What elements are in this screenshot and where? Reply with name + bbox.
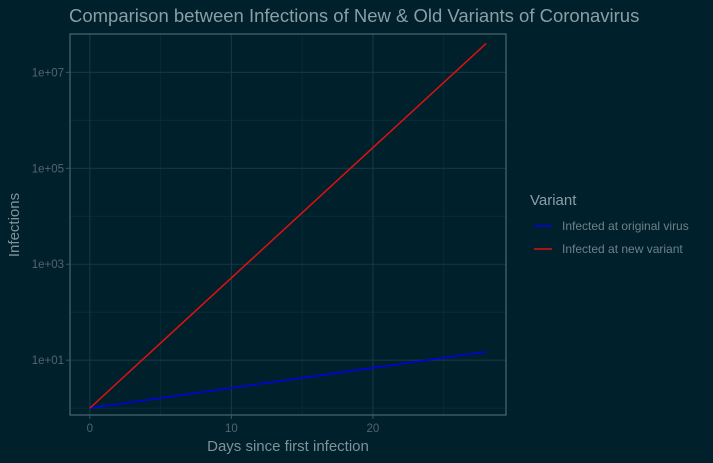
y-tick-label: 1e+05 — [32, 163, 64, 175]
panel-border — [69, 33, 507, 416]
legend: Variant Infected at original virusInfect… — [530, 192, 689, 256]
y-tick-label: 1e+03 — [32, 259, 64, 271]
y-axis: 1e+01 1e+03 1e+05 1e+07 — [32, 67, 70, 367]
chart-title: Comparison between Infections of New & O… — [69, 5, 639, 26]
x-axis-title: Days since first infection — [207, 438, 369, 455]
legend-label: Infected at original virus — [562, 219, 689, 233]
x-tick-label: 10 — [225, 423, 238, 435]
series-line-original-virus — [89, 350, 487, 409]
legend-label: Infected at new variant — [562, 242, 683, 256]
legend-items: Infected at original virus Infected at ne… — [534, 219, 689, 256]
y-tick-label: 1e+07 — [32, 67, 64, 79]
x-axis: 0 10 20 — [87, 415, 380, 435]
legend-title: Variant — [530, 192, 577, 209]
series-layer — [89, 42, 487, 409]
y-axis-title: Infections — [6, 193, 23, 257]
y-tick-label: 1e+01 — [32, 355, 64, 367]
series-line-new-variant — [89, 42, 487, 409]
x-tick-label: 0 — [87, 423, 93, 435]
x-tick-label: 20 — [367, 423, 380, 435]
